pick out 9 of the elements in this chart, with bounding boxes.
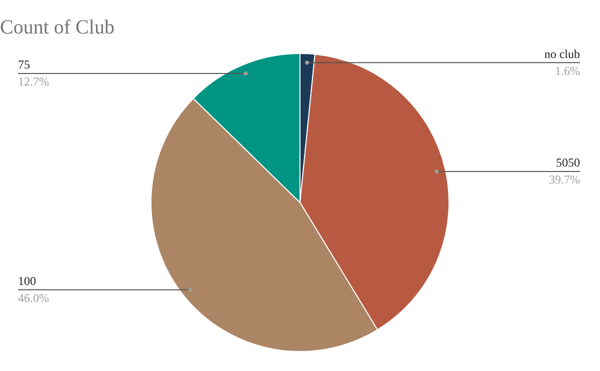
slice-label: no club: [544, 46, 580, 61]
data-label: 1.6%: [555, 64, 580, 78]
data-label: 12.7%: [18, 74, 49, 89]
data-label: 39.7%: [549, 172, 580, 187]
slice-label: 5050: [556, 156, 580, 170]
chart-title: Count of Club: [0, 16, 114, 38]
slice-label: 75: [18, 58, 30, 72]
slice-label: 100: [18, 274, 36, 288]
data-label: 46.0%: [18, 290, 49, 305]
